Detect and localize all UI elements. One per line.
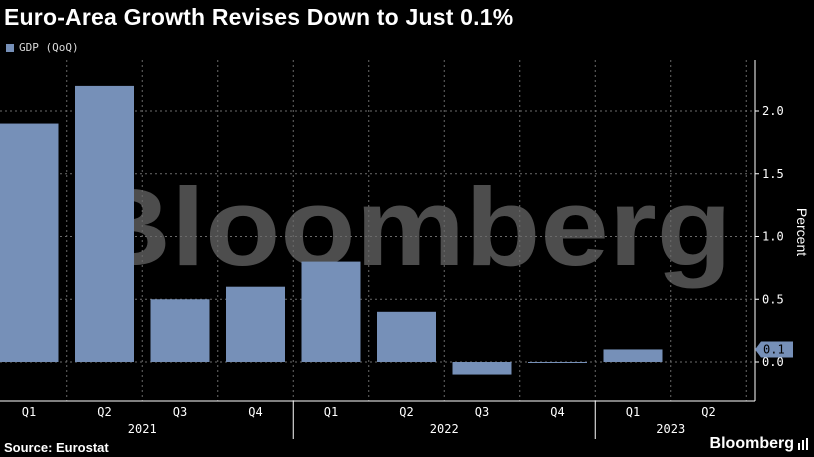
chart-title: Euro-Area Growth Revises Down to Just 0.… bbox=[4, 4, 514, 30]
bar bbox=[528, 362, 587, 363]
year-label: 2021 bbox=[128, 422, 157, 436]
x-tick-label: Q3 bbox=[475, 405, 489, 419]
last-value-label: 0.1 bbox=[763, 342, 785, 356]
x-tick-label: Q1 bbox=[22, 405, 36, 419]
bar bbox=[301, 261, 361, 362]
x-tick-label: Q4 bbox=[248, 405, 262, 419]
brand-logo: Bloomberg bbox=[710, 435, 808, 453]
x-tick-label: Q4 bbox=[550, 405, 564, 419]
bar bbox=[377, 311, 436, 362]
year-label: 2023 bbox=[656, 422, 685, 436]
legend: GDP (QoQ) bbox=[6, 41, 79, 54]
y-axis-label: Percent bbox=[794, 208, 810, 256]
legend-swatch bbox=[6, 43, 14, 52]
bar bbox=[452, 362, 512, 375]
x-tick-label: Q2 bbox=[701, 405, 715, 419]
x-tick-label: Q1 bbox=[626, 405, 640, 419]
bar-chart-icon bbox=[798, 438, 808, 450]
bar bbox=[603, 349, 663, 362]
x-tick-label: Q2 bbox=[399, 405, 413, 419]
bar-layer bbox=[0, 85, 663, 375]
x-tick-label: Q3 bbox=[173, 405, 187, 419]
watermark-group: Bloomberg bbox=[82, 166, 732, 289]
y-tick-label: 1.5 bbox=[762, 167, 784, 181]
source-note: Source: Eurostat bbox=[4, 440, 109, 455]
year-label: 2022 bbox=[430, 422, 459, 436]
legend-label: GDP (QoQ) bbox=[19, 41, 79, 54]
bar bbox=[226, 286, 285, 362]
brand-text: Bloomberg bbox=[709, 435, 794, 452]
bar bbox=[150, 299, 210, 362]
y-tick-label: 0.0 bbox=[762, 355, 784, 369]
watermark: Bloomberg bbox=[82, 166, 732, 289]
y-tick-label: 1.0 bbox=[762, 230, 784, 244]
y-tick-label: 0.5 bbox=[762, 292, 784, 306]
last-value-callout bbox=[755, 341, 793, 358]
x-tick-label: Q2 bbox=[97, 405, 111, 419]
axis-layer: 0.0 0.5 1.0 1.5 2.0 Q1 Q2 Q3 Q4 Q1 Q2 Q3 Q4 Q1 Q2 2021 2… bbox=[0, 60, 793, 439]
bar bbox=[75, 85, 134, 363]
bar bbox=[0, 123, 59, 362]
y-tick-label: 2.0 bbox=[762, 104, 784, 118]
x-tick-label: Q1 bbox=[324, 405, 338, 419]
